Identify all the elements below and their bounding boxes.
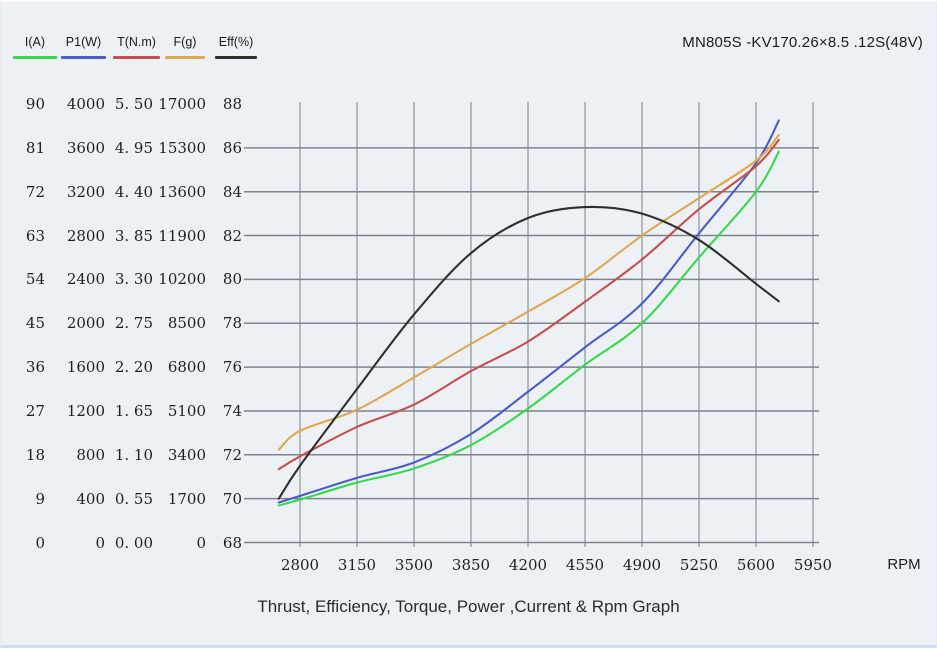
legend-item-fg: F(g): [165, 33, 205, 63]
x-tick: 4550: [565, 556, 605, 574]
y-tick-eff: 68: [222, 533, 242, 552]
legend-color-bar: [61, 56, 106, 59]
y-tick-fg: 11900: [158, 226, 206, 245]
series-curve-tnm: [277, 138, 780, 471]
x-tick: 3150: [337, 556, 377, 574]
x-tick: 3500: [394, 556, 434, 574]
legend-item-p1w: P1(W): [61, 33, 106, 63]
series-curve-eff: [277, 205, 780, 500]
y-tick-p1w: 3600: [66, 138, 105, 157]
y-tick-eff: 78: [222, 314, 242, 333]
y-tick-fg: 10200: [158, 270, 206, 289]
legend-item-tnm: T(N.m): [113, 33, 160, 63]
y-tick-p1w: 0: [95, 533, 105, 552]
y-tick-p1w: 2400: [66, 270, 105, 289]
y-tick-eff: 82: [222, 226, 242, 245]
legend-color-bar: [165, 56, 205, 59]
y-tick-ia: 0: [35, 533, 45, 552]
y-tick-tnm: 0. 00: [114, 533, 153, 552]
y-tick-ia: 9: [35, 489, 45, 508]
y-tick-fg: 3400: [167, 445, 206, 464]
legend-label: Eff(%): [218, 35, 254, 49]
series-curve-p1w: [277, 119, 780, 504]
chart-title: MN805S -KV170.26×8.5 .12S(48V): [682, 34, 923, 51]
y-tick-eff: 84: [222, 182, 242, 201]
legend-label: P1(W): [65, 35, 102, 49]
y-tick-tnm: 3. 85: [114, 226, 153, 245]
legend-label: I(A): [24, 35, 46, 49]
legend-color-bar: [113, 56, 160, 59]
y-tick-fg: 6800: [167, 358, 206, 377]
legend-color-bar: [215, 56, 257, 59]
y-tick-eff: 76: [222, 358, 242, 377]
y-tick-ia: 18: [25, 445, 45, 464]
y-tick-tnm: 4. 95: [114, 138, 153, 157]
y-tick-eff: 70: [222, 489, 242, 508]
legend-label: F(g): [173, 35, 197, 49]
y-tick-fg: 8500: [167, 314, 206, 333]
x-tick: 4900: [622, 556, 662, 574]
x-axis-unit-label: RPM: [887, 556, 921, 573]
y-tick-p1w: 3200: [66, 182, 105, 201]
x-tick: 5950: [793, 556, 833, 574]
y-tick-p1w: 2800: [66, 226, 105, 245]
y-tick-tnm: 4. 40: [114, 182, 153, 201]
y-tick-fg: 17000: [158, 95, 206, 113]
y-tick-eff: 86: [222, 138, 242, 157]
legend-item-eff: Eff(%): [215, 33, 257, 63]
y-tick-ia: 54: [25, 270, 45, 289]
y-tick-ia: 90: [25, 95, 45, 113]
chart-legend: I(A) P1(W) T(N.m) F(g) Eff(%): [1, 2, 281, 72]
y-tick-eff: 72: [222, 445, 242, 464]
y-tick-tnm: 1. 65: [114, 401, 153, 420]
y-tick-p1w: 400: [76, 489, 105, 508]
y-tick-tnm: 5. 50: [114, 95, 153, 113]
legend-item-ia: I(A): [13, 33, 57, 63]
y-tick-ia: 72: [25, 182, 45, 201]
x-tick: 5600: [736, 556, 776, 574]
y-tick-tnm: 0. 55: [114, 489, 153, 508]
y-tick-ia: 81: [25, 138, 45, 157]
x-tick: 2800: [280, 556, 320, 574]
y-tick-p1w: 1200: [66, 401, 105, 420]
y-tick-tnm: 1. 10: [114, 445, 153, 464]
y-tick-p1w: 4000: [66, 95, 105, 113]
y-tick-eff: 74: [222, 401, 242, 420]
y-tick-p1w: 2000: [66, 314, 105, 333]
y-tick-ia: 63: [25, 226, 45, 245]
y-tick-fg: 13600: [158, 182, 206, 201]
chart-caption: Thrust, Efficiency, Torque, Power ,Curre…: [257, 597, 680, 616]
y-tick-ia: 36: [25, 358, 45, 377]
y-tick-tnm: 3. 30: [114, 270, 153, 289]
legend-label: T(N.m): [117, 35, 156, 49]
y-tick-ia: 45: [25, 314, 45, 333]
y-tick-p1w: 800: [76, 445, 105, 464]
y-tick-fg: 5100: [167, 401, 206, 420]
y-tick-tnm: 2. 75: [114, 314, 153, 333]
x-tick: 5250: [679, 556, 719, 574]
x-tick: 4200: [508, 556, 548, 574]
y-tick-eff: 80: [222, 270, 242, 289]
legend-color-bar: [13, 56, 57, 59]
y-tick-fg: 0: [196, 533, 206, 552]
y-tick-tnm: 2. 20: [114, 358, 153, 377]
y-tick-fg: 15300: [158, 138, 206, 157]
x-tick: 3850: [451, 556, 491, 574]
y-tick-ia: 27: [25, 401, 45, 420]
y-tick-p1w: 1600: [66, 358, 105, 377]
series-curve-ia: [277, 150, 780, 507]
y-tick-fg: 1700: [167, 489, 206, 508]
series-curve-fg: [277, 133, 780, 451]
y-tick-eff: 88: [222, 95, 242, 113]
